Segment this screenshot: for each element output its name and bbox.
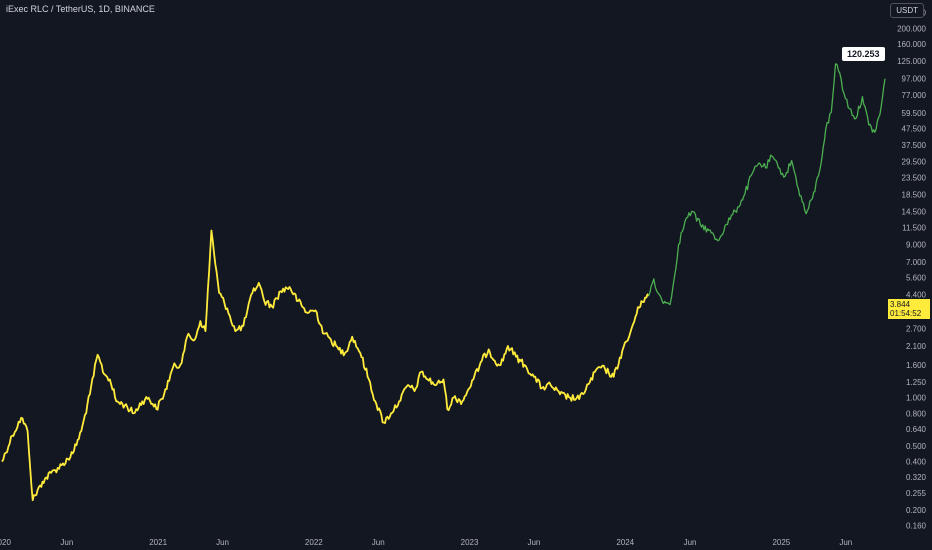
x-tick-label: Jun — [684, 538, 697, 547]
y-tick-label: 200.000 — [897, 24, 926, 33]
y-tick-label: 125.000 — [897, 57, 926, 66]
y-tick-label: 11.500 — [902, 223, 926, 232]
y-tick-label: 77.000 — [902, 91, 927, 100]
price-series-line — [1, 229, 650, 502]
y-tick-label: 0.640 — [906, 425, 927, 434]
y-tick-label: 97.000 — [902, 75, 927, 84]
x-tick-label: 2022 — [305, 538, 323, 547]
series-layer — [1, 63, 886, 502]
y-tick-label: 160.000 — [897, 40, 926, 49]
y-tick-label: 0.500 — [906, 442, 927, 451]
bar-countdown: 01:54:52 — [890, 308, 922, 318]
y-tick-label: 9.000 — [906, 241, 927, 250]
y-tick-label: 0.320 — [906, 473, 927, 482]
x-axis: 2020 Jun 2021 Jun 2022 Jun 2023 Jun 2024 Jun 2025 J… — [0, 538, 852, 547]
x-tick-label: 2024 — [616, 538, 634, 547]
y-axis: 250.000200.000160.000125.00097.00077.000… — [897, 9, 926, 531]
x-tick-label: 2025 — [772, 538, 790, 547]
y-tick-label: 1.000 — [906, 394, 927, 403]
x-tick-label: Jun — [372, 538, 385, 547]
y-tick-label: 2.700 — [906, 324, 927, 333]
x-tick-label: Jun — [216, 538, 229, 547]
currency-selector[interactable]: USDT — [890, 3, 924, 18]
y-tick-label: 1.250 — [906, 378, 927, 387]
price-series-line — [648, 63, 886, 306]
y-tick-label: 1.600 — [906, 361, 927, 370]
y-tick-label: 0.200 — [906, 506, 927, 515]
x-tick-label: Jun — [527, 538, 540, 547]
y-tick-label: 18.500 — [902, 190, 927, 199]
x-tick-label: 2023 — [461, 538, 479, 547]
y-tick-label: 0.160 — [906, 522, 927, 531]
y-tick-label: 23.500 — [902, 174, 927, 183]
chart-title: iExec RLC / TetherUS, 1D, BINANCE — [6, 4, 155, 14]
last-price-tag: 3.844 01:54:52 — [888, 298, 930, 319]
x-tick-label: Jun — [60, 538, 73, 547]
peak-price-label: 120.253 — [842, 47, 885, 61]
x-tick-label: 2020 — [0, 538, 11, 547]
y-tick-label: 29.500 — [902, 158, 927, 167]
y-tick-label: 7.000 — [906, 258, 927, 267]
y-tick-label: 2.100 — [906, 342, 927, 351]
y-tick-label: 0.255 — [906, 489, 927, 498]
x-tick-label: 2021 — [149, 538, 167, 547]
y-tick-label: 37.500 — [902, 141, 927, 150]
y-tick-label: 47.500 — [902, 125, 927, 134]
y-tick-label: 0.400 — [906, 458, 927, 467]
x-tick-label: Jun — [839, 538, 852, 547]
y-tick-label: 14.500 — [902, 207, 927, 216]
last-price: 3.844 — [890, 299, 911, 309]
y-tick-label: 0.800 — [906, 409, 927, 418]
y-tick-label: 59.500 — [902, 109, 927, 118]
y-tick-label: 4.400 — [906, 290, 927, 299]
y-tick-label: 5.600 — [906, 274, 927, 283]
